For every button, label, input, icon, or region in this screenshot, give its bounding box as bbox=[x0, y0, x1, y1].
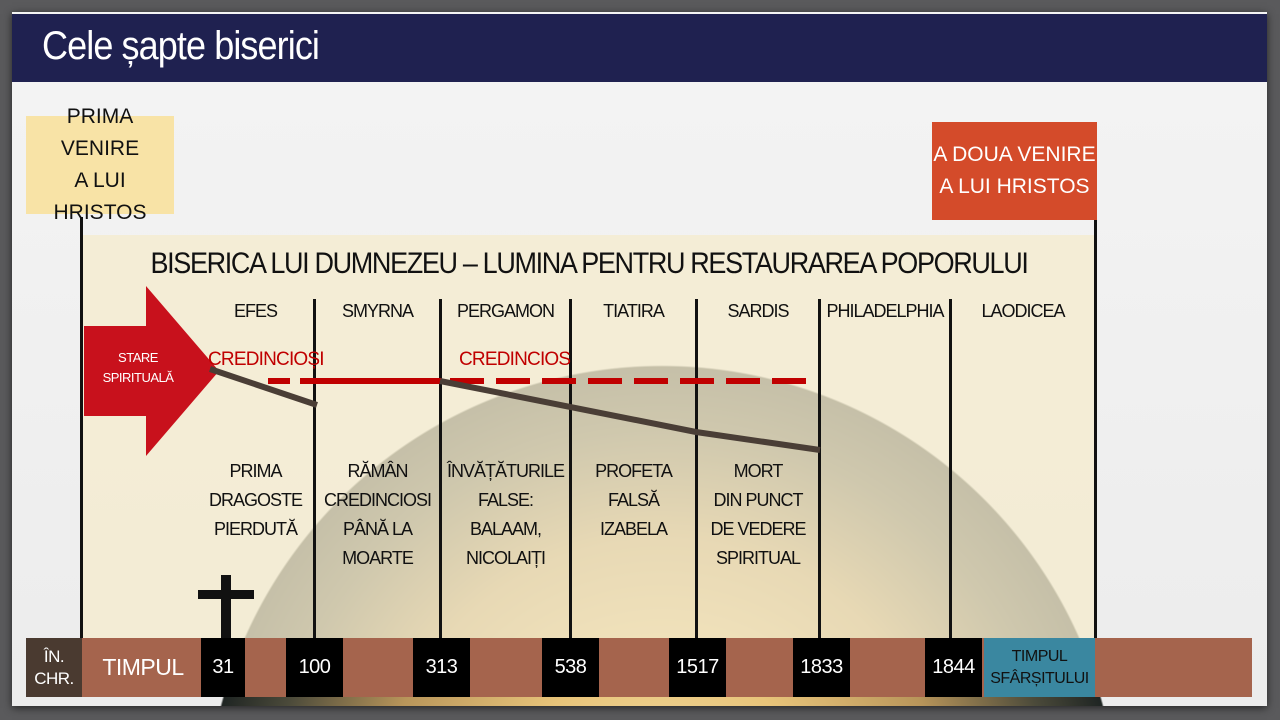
arrow-label-line: STARE bbox=[118, 350, 158, 365]
arrow-label: STARE SPIRITUALĂ bbox=[88, 348, 188, 388]
year-box: 538 bbox=[542, 638, 599, 697]
description-line: MOARTE bbox=[342, 548, 414, 568]
timeline-label: TIMPUL bbox=[102, 654, 184, 680]
year-box: 100 bbox=[286, 638, 343, 697]
description-line: CREDINCIOSI bbox=[323, 490, 432, 510]
description-line: PÂNĂ LA bbox=[342, 519, 413, 539]
bc-line: CHR. bbox=[34, 668, 74, 688]
church-name: SARDIS bbox=[727, 301, 789, 321]
description-line: PIERDUTĂ bbox=[213, 519, 298, 539]
year-box: 31 bbox=[201, 638, 245, 697]
description-line: DRAGOSTE bbox=[208, 490, 303, 510]
cross-icon bbox=[198, 575, 254, 638]
divider bbox=[1094, 220, 1097, 638]
divider bbox=[818, 299, 821, 638]
first-coming-line: A LUI HRISTOS bbox=[53, 169, 147, 224]
church-description: PROFETA FALSĂ IZABELA bbox=[572, 457, 695, 544]
divider bbox=[313, 299, 316, 638]
divider bbox=[949, 299, 952, 638]
decline-line bbox=[209, 366, 318, 408]
description-line: DE VEDERE bbox=[710, 519, 806, 539]
decline-line bbox=[439, 378, 821, 453]
description-line: MORT bbox=[733, 461, 784, 481]
description-line: DIN PUNCT bbox=[713, 490, 804, 510]
bc-line: ÎN. bbox=[43, 646, 65, 666]
slide: Cele șapte biserici PRIMA VENIRE A LUI HR… bbox=[12, 12, 1267, 706]
year-box: 1517 bbox=[669, 638, 726, 697]
church-name: LAODICEA bbox=[981, 301, 1065, 321]
diagram-panel bbox=[82, 235, 1096, 638]
title-bar: Cele șapte biserici bbox=[12, 14, 1267, 82]
description-line: PRIMA bbox=[229, 461, 282, 481]
end-time-line: TIMPUL bbox=[1011, 647, 1068, 665]
second-coming-box: A DOUA VENIRE A LUI HRISTOS bbox=[932, 122, 1097, 220]
church-name: PERGAMON bbox=[456, 301, 555, 321]
church-name: TIATIRA bbox=[603, 301, 665, 321]
church-name: PHILADELPHIA bbox=[826, 301, 944, 321]
description-line: BALAAM, bbox=[469, 519, 542, 539]
church-description: MORT DIN PUNCT DE VEDERE SPIRITUAL bbox=[698, 457, 818, 573]
year-box: 313 bbox=[413, 638, 470, 697]
divider bbox=[695, 299, 698, 638]
description-line: IZABELA bbox=[599, 519, 668, 539]
church-name: SMYRNA bbox=[341, 301, 414, 321]
description-line: FALSE: bbox=[477, 490, 534, 510]
spiritual-state-lines bbox=[209, 366, 821, 453]
church-name: EFES bbox=[233, 301, 278, 321]
description-line: NICOLAIȚI bbox=[465, 548, 546, 568]
year-box: 1833 bbox=[793, 638, 850, 697]
description-line: SPIRITUAL bbox=[715, 548, 801, 568]
arrow-label-line: SPIRITUALĂ bbox=[102, 370, 174, 385]
church-description: PRIMA DRAGOSTE PIERDUTĂ bbox=[198, 457, 313, 544]
arrow-right-icon bbox=[84, 286, 219, 456]
diagram-heading: BISERICA LUI DUMNEZEU – LUMINA PENTRU RE… bbox=[150, 247, 1028, 280]
description-line: RĂMÂN bbox=[347, 461, 408, 481]
end-time-line: SFÂRȘITULUI bbox=[990, 669, 1089, 687]
faithful-label: CREDINCIOȘI bbox=[208, 349, 325, 370]
faithful-label: CREDINCIOS bbox=[459, 349, 571, 370]
first-coming-box: PRIMA VENIRE A LUI HRISTOS bbox=[26, 105, 174, 224]
divider bbox=[569, 299, 572, 638]
second-coming-line: A DOUA VENIRE bbox=[933, 143, 1096, 166]
divider bbox=[439, 299, 442, 638]
first-coming-line: PRIMA VENIRE bbox=[60, 105, 140, 160]
bc-box: ÎN. CHR. bbox=[26, 638, 82, 697]
slide-title: Cele șapte biserici bbox=[42, 24, 320, 68]
second-coming-line: A LUI HRISTOS bbox=[939, 175, 1090, 198]
church-description: RĂMÂN CREDINCIOSI PÂNĂ LA MOARTE bbox=[316, 457, 439, 573]
divider bbox=[80, 217, 83, 638]
end-time-box: TIMPUL SFÂRȘITULUI bbox=[984, 638, 1095, 697]
description-line: PROFETA bbox=[595, 461, 673, 481]
description-line: FALSĂ bbox=[607, 490, 660, 510]
year-box: 1844 bbox=[925, 638, 982, 697]
church-description: ÎNVĂȚĂTURILE FALSE: BALAAM, NICOLAIȚI bbox=[442, 457, 569, 573]
description-line: ÎNVĂȚĂTURILE bbox=[446, 461, 565, 481]
